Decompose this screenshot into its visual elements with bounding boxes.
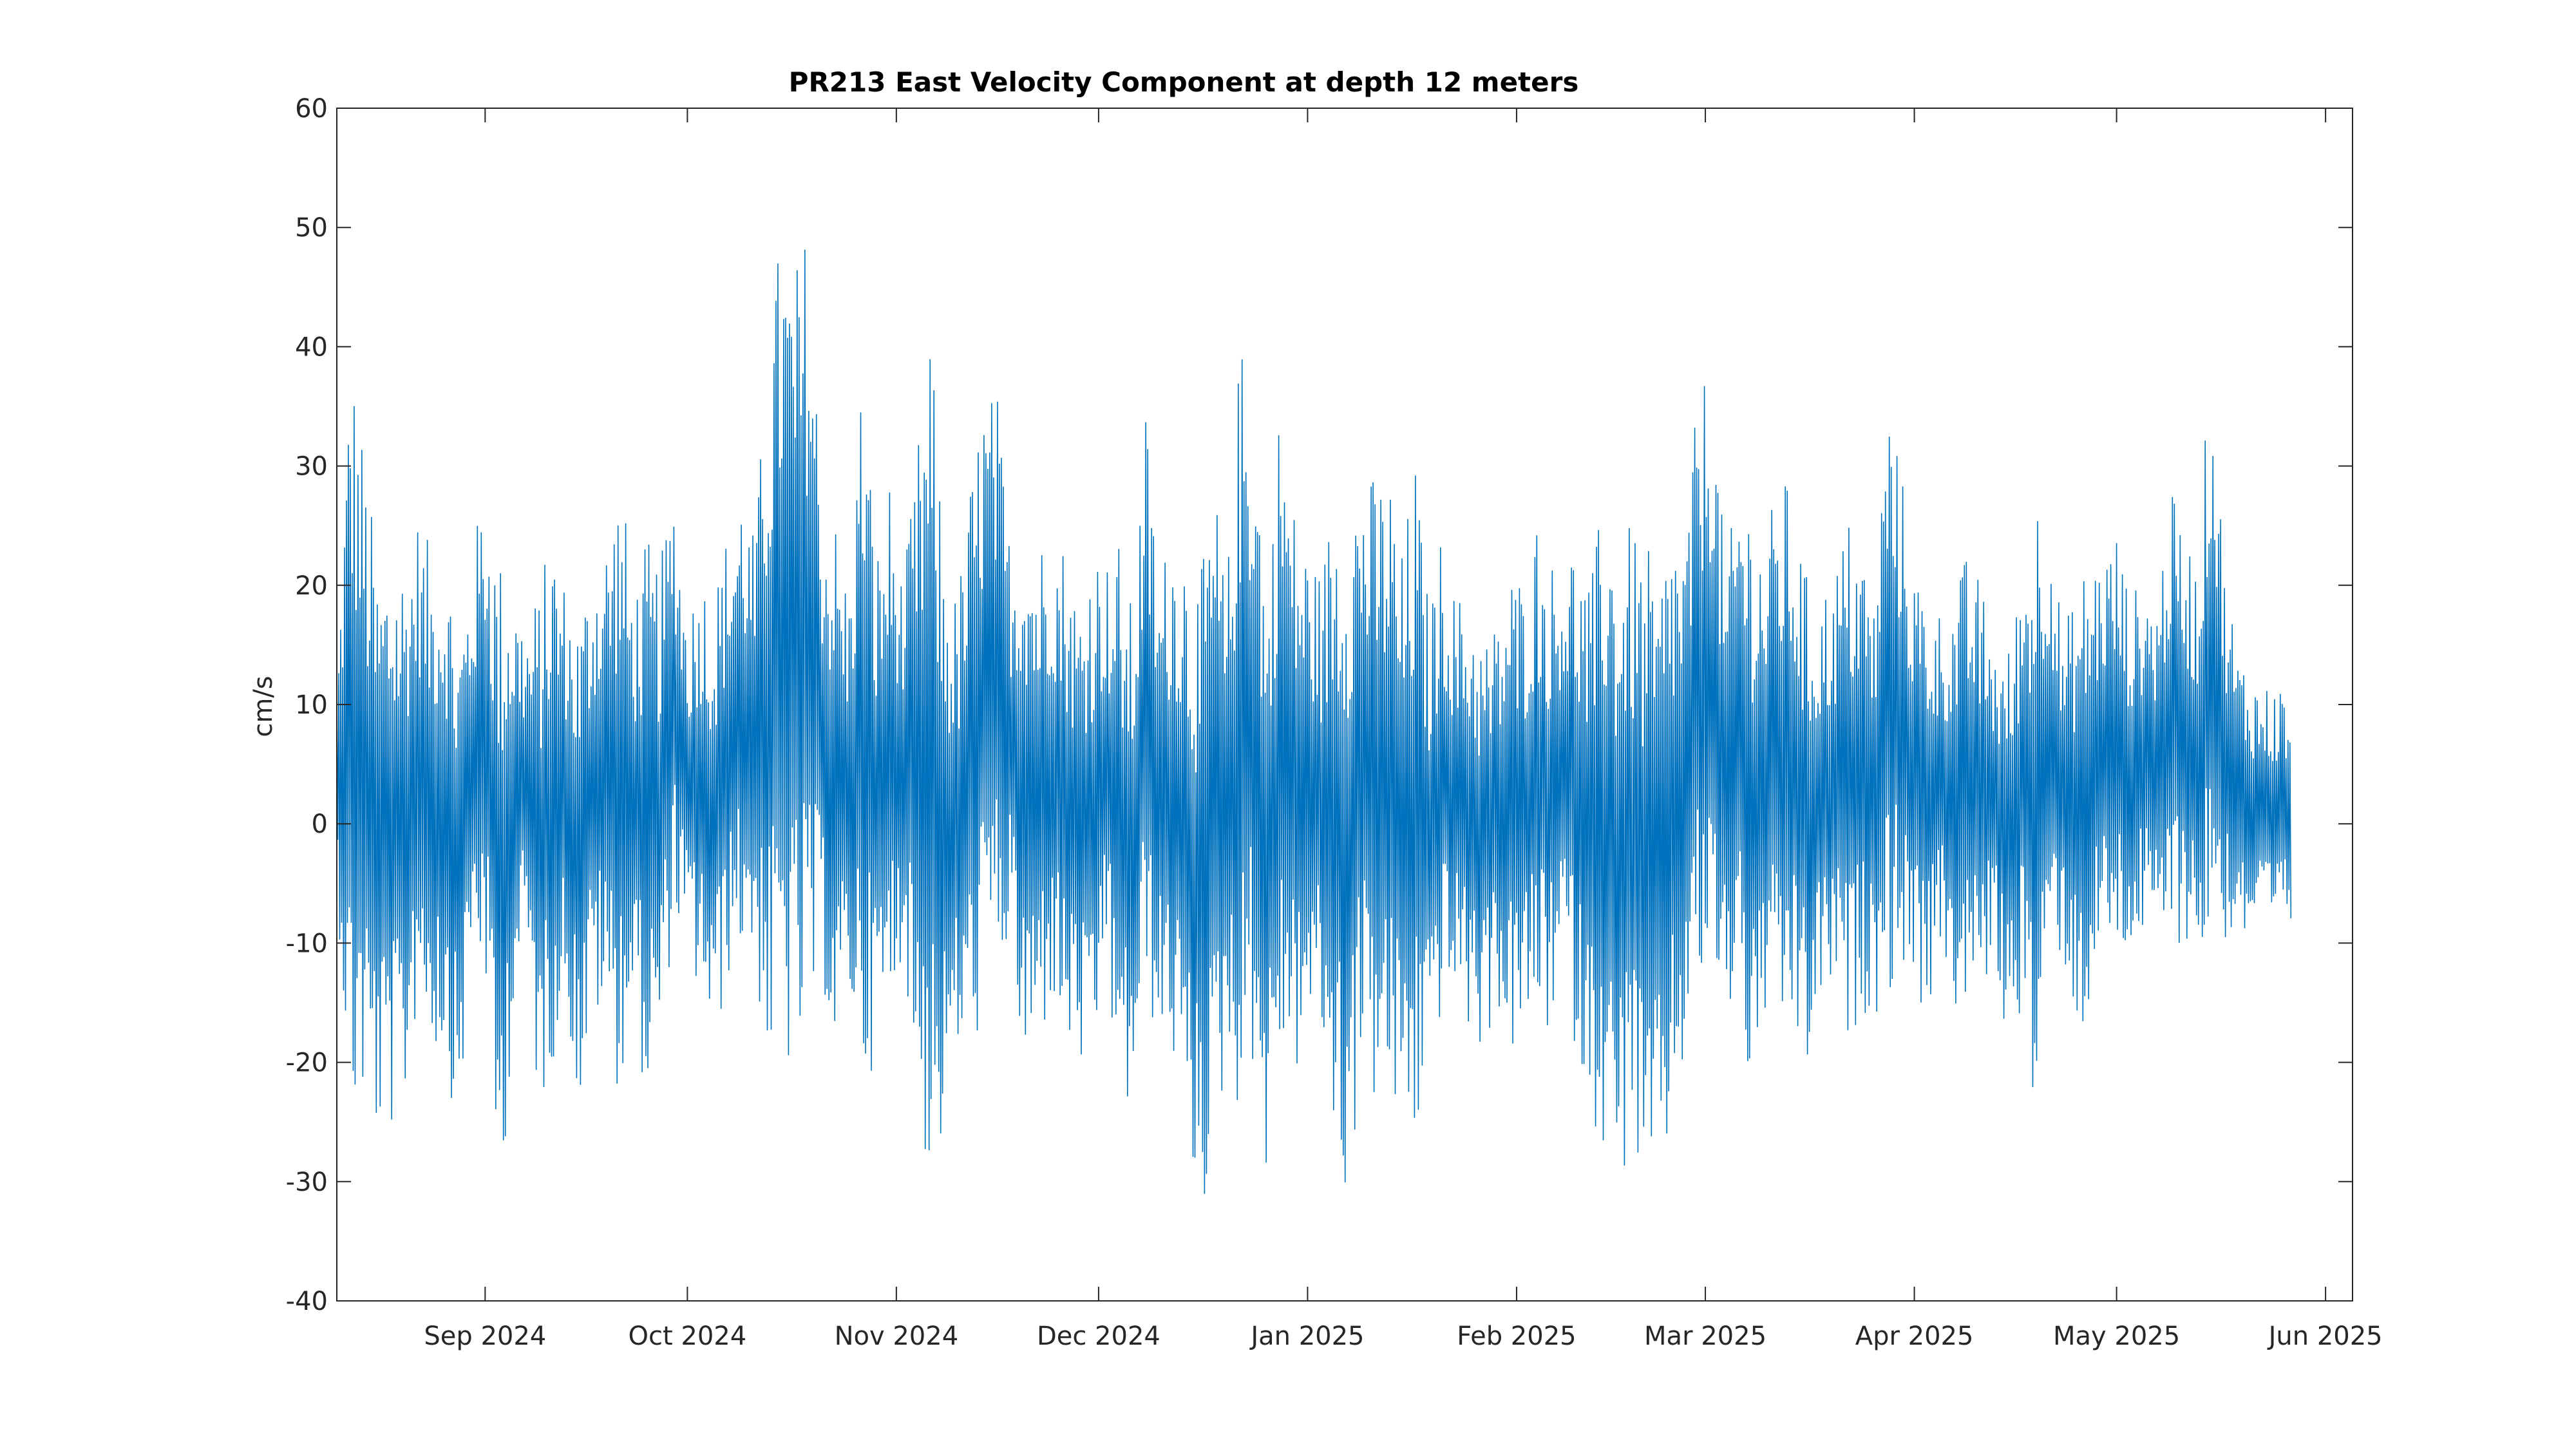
y-tick-label: 50 xyxy=(295,213,328,243)
y-tick-label: -40 xyxy=(286,1287,328,1316)
y-tick-label: 40 xyxy=(295,332,328,362)
x-tick-label: Dec 2024 xyxy=(1037,1321,1160,1351)
y-tick-label: 20 xyxy=(295,571,328,601)
y-axis-label: cm/s xyxy=(249,676,278,737)
y-tick-label: 60 xyxy=(295,94,328,124)
x-tick-label: Nov 2024 xyxy=(835,1321,959,1351)
y-tick-label: -30 xyxy=(286,1168,328,1197)
y-axis-ticks: -40 -30 -20 -10 0 10 20 30 40 50 60 xyxy=(286,94,2353,1316)
y-tick-label: 30 xyxy=(295,452,328,482)
y-tick-label: 0 xyxy=(312,810,328,839)
y-tick-label: 10 xyxy=(295,690,328,720)
x-axis-ticks: Sep 2024 Oct 2024 Nov 2024 Dec 2024 Jan 2025… xyxy=(424,108,2383,1351)
x-tick-label: May 2025 xyxy=(2053,1321,2180,1351)
x-tick-label: Apr 2025 xyxy=(1855,1321,1974,1351)
x-tick-label: Oct 2024 xyxy=(629,1321,747,1351)
x-tick-label: Sep 2024 xyxy=(424,1321,546,1351)
x-tick-label: Jan 2025 xyxy=(1249,1321,1364,1351)
x-tick-label: Feb 2025 xyxy=(1457,1321,1576,1351)
series-line-group xyxy=(336,249,2292,1194)
x-tick-label: Jun 2025 xyxy=(2267,1321,2383,1351)
y-tick-label: -20 xyxy=(286,1048,328,1078)
chart-title: PR213 East Velocity Component at depth 1… xyxy=(789,66,1579,98)
x-tick-label: Mar 2025 xyxy=(1644,1321,1766,1351)
y-tick-label: -10 xyxy=(286,929,328,958)
series-line xyxy=(336,249,2292,1194)
